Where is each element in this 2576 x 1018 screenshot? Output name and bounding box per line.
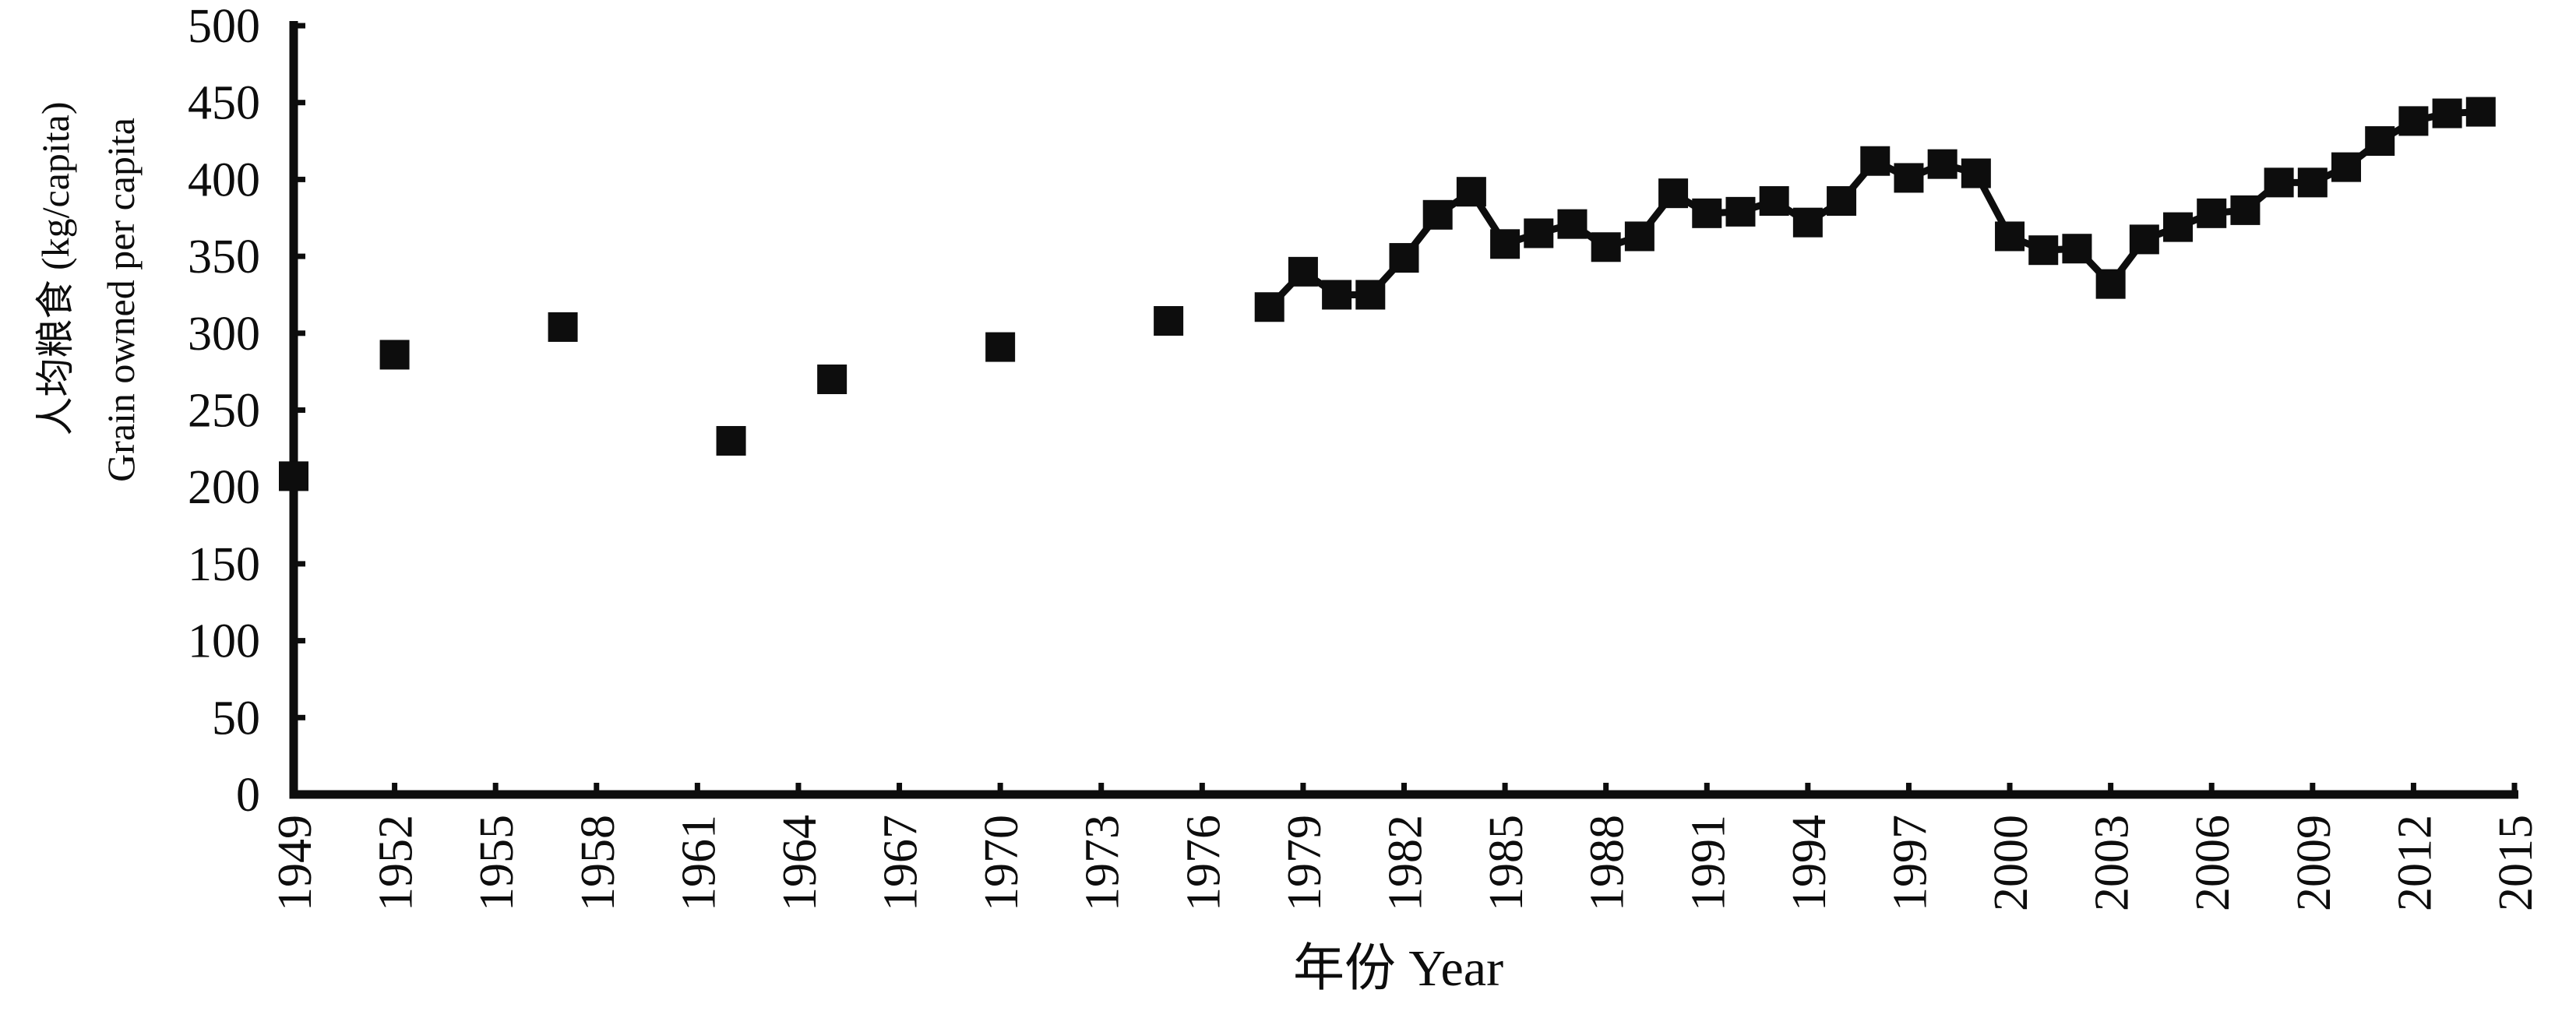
data-point-1962 [716, 425, 746, 456]
x-tick-label: 2012 [2388, 815, 2441, 911]
y-tick-label: 150 [188, 538, 260, 591]
axis-tick-labels: 0 50 100 150 200 250 300 350 400 450 500 1949 1952 19… [188, 0, 2543, 911]
x-tick-label: 1952 [370, 815, 423, 911]
y-tick-label: 350 [188, 231, 260, 284]
data-point-1970 [985, 332, 1016, 362]
data-point-1998 [1927, 149, 1958, 179]
x-tick-label: 1955 [470, 815, 523, 911]
data-point-2011 [2365, 126, 2395, 157]
data-point-1986 [1524, 218, 1554, 248]
data-point-1975 [1154, 306, 1184, 336]
data-point-1999 [1961, 158, 1991, 188]
x-tick-label: 1982 [1380, 815, 1432, 911]
data-point-1978 [1254, 292, 1284, 322]
y-tick-label: 400 [188, 153, 260, 206]
y-axis-title-en: Grain owned per capita [99, 118, 143, 482]
data-point-1990 [1658, 178, 1689, 209]
y-tick-label: 100 [188, 615, 260, 668]
data-series [279, 97, 2496, 491]
y-tick-label: 50 [212, 692, 260, 745]
x-tick-label: 1994 [1783, 815, 1836, 911]
data-point-2005 [2163, 212, 2194, 242]
x-tick-label: 1988 [1581, 815, 1634, 911]
data-point-2004 [2129, 224, 2159, 255]
data-point-2006 [2197, 198, 2227, 228]
y-tick-label: 250 [188, 385, 260, 438]
data-point-1988 [1591, 232, 1621, 262]
data-point-2013 [2432, 98, 2462, 129]
data-point-2014 [2465, 97, 2496, 127]
x-tick-label: 1967 [875, 815, 928, 911]
data-point-2012 [2398, 106, 2429, 136]
x-axis-title: 年份 Year [1293, 940, 1503, 997]
x-tick-label: 1964 [774, 815, 826, 911]
data-point-1992 [1725, 196, 1756, 227]
data-point-2002 [2062, 234, 2092, 264]
y-tick-label: 200 [188, 461, 260, 514]
data-point-1981 [1355, 280, 1386, 310]
x-tick-label: 2006 [2187, 815, 2239, 911]
data-point-1994 [1792, 207, 1823, 238]
x-tick-label: 2003 [2086, 815, 2139, 911]
x-tick-label: 1949 [269, 815, 322, 911]
data-point-1984 [1456, 177, 1486, 207]
axis-ticks [291, 23, 2518, 798]
data-point-1985 [1490, 229, 1521, 259]
data-point-2008 [2264, 167, 2294, 198]
axes [289, 21, 2518, 799]
data-point-1987 [1557, 209, 1588, 239]
x-tick-label: 2015 [2490, 815, 2543, 911]
data-point-1993 [1759, 186, 1789, 217]
data-point-1957 [548, 312, 578, 342]
data-point-1949 [279, 461, 308, 491]
data-point-2009 [2297, 167, 2328, 198]
y-tick-label: 0 [236, 769, 260, 822]
x-tick-label: 1961 [672, 815, 725, 911]
x-tick-label: 1976 [1177, 815, 1230, 911]
x-tick-label: 2009 [2288, 815, 2341, 911]
data-point-1980 [1322, 280, 1352, 310]
data-point-1952 [379, 340, 410, 370]
x-tick-label: 1970 [975, 815, 1028, 911]
x-tick-label: 2000 [1985, 815, 2038, 911]
x-tick-label: 1985 [1480, 815, 1533, 911]
data-point-2001 [2028, 235, 2059, 266]
x-tick-label: 1979 [1278, 815, 1331, 911]
data-point-1991 [1692, 198, 1722, 228]
y-tick-label: 500 [188, 0, 260, 53]
y-tick-label: 450 [188, 77, 260, 130]
x-tick-label: 1958 [572, 815, 625, 911]
data-point-1996 [1860, 146, 1891, 176]
data-point-2000 [1995, 221, 2025, 252]
data-point-1983 [1422, 199, 1453, 230]
data-point-1982 [1389, 243, 1419, 273]
data-point-2003 [2095, 269, 2126, 299]
y-axis-title-zh: 人均粮食 (kg/capita) [33, 101, 77, 435]
data-point-1997 [1894, 163, 1924, 193]
data-point-2010 [2331, 152, 2362, 182]
data-point-1965 [817, 365, 848, 395]
y-tick-label: 300 [188, 308, 260, 361]
x-tick-label: 1997 [1884, 815, 1936, 911]
x-tick-label: 1973 [1077, 815, 1129, 911]
data-point-1995 [1827, 186, 1857, 217]
x-tick-label: 1991 [1682, 815, 1735, 911]
data-point-2007 [2230, 195, 2261, 225]
data-point-1989 [1624, 221, 1654, 252]
data-point-1979 [1288, 256, 1318, 287]
